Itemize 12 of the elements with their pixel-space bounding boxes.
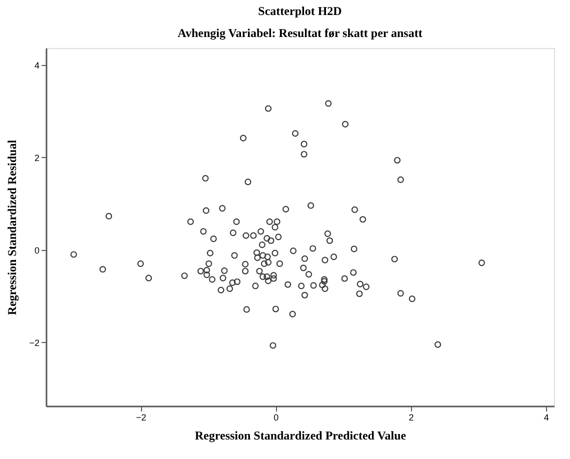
y-tick-label: 2: [34, 152, 40, 163]
x-tick-label: 4: [544, 412, 549, 422]
chart-subtitle: Avhengig Variabel: Resultat før skatt per ansatt: [178, 26, 422, 40]
x-axis-title: Regression Standardized Predicted Value: [194, 428, 407, 442]
x-tick-label: 0: [274, 412, 279, 422]
y-tick-label: 4: [34, 60, 40, 71]
chart-title: Scatterplot H2D: [258, 4, 342, 18]
y-tick-label: 0: [34, 245, 40, 256]
x-tick-label: 2: [408, 412, 414, 422]
y-tick-label: −2: [29, 338, 40, 348]
x-tick-label: −2: [136, 412, 146, 422]
y-axis-title: Regression Standardized Residual: [5, 139, 20, 316]
